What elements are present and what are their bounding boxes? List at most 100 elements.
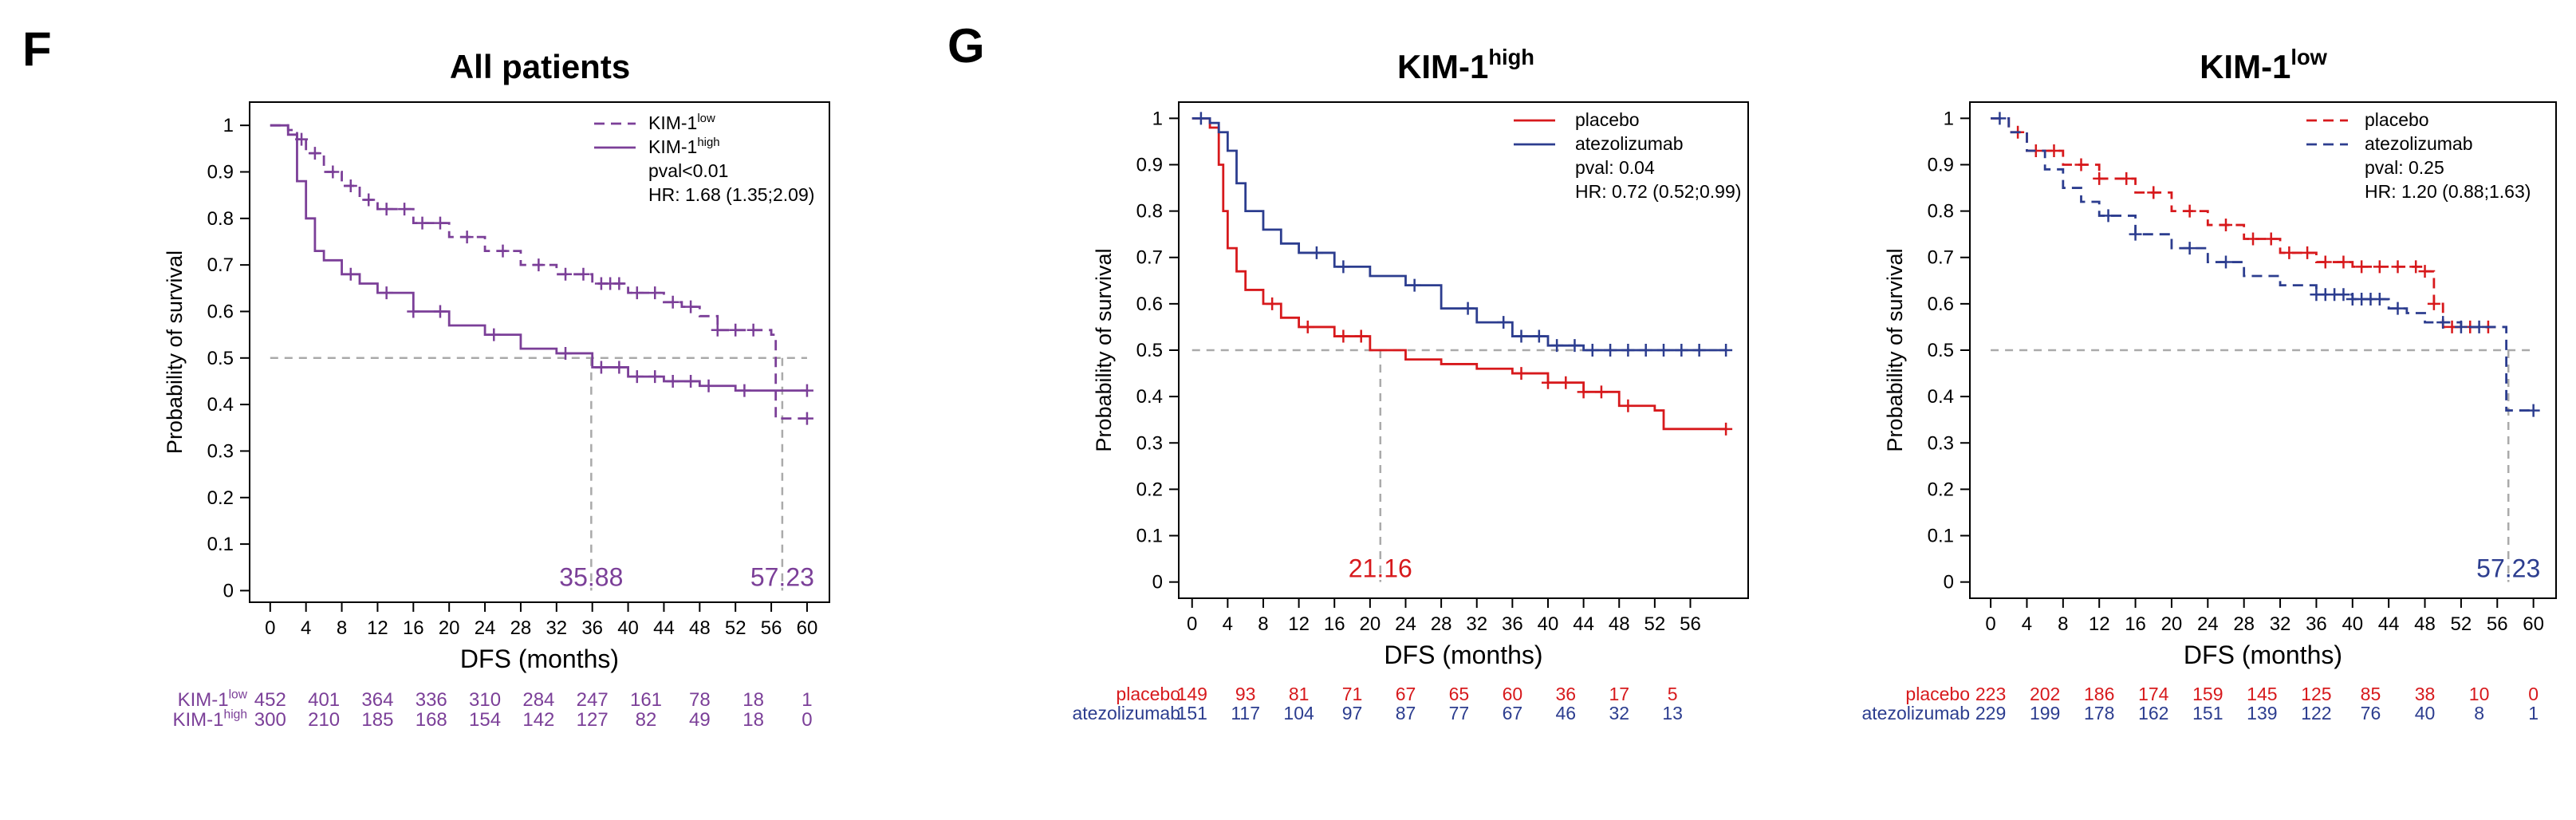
censor-mark [1514,329,1528,343]
censor-mark [433,305,447,318]
y-tick-label: 0.6 [1928,294,1954,315]
y-tick-label: 0 [1152,572,1163,593]
x-tick-label: 48 [2414,613,2436,635]
censor-mark [2264,232,2278,246]
y-tick-label: 0.9 [207,161,234,183]
censor-mark [2047,144,2061,158]
y-tick-label: 0.8 [207,208,234,230]
x-tick-label: 56 [761,617,782,639]
censor-mark [326,165,340,179]
x-tick-label: 32 [1466,613,1487,635]
hazard-ratio: HR: 1.68 (1.35;2.09) [648,184,814,205]
censor-mark [2120,171,2133,185]
x-tick-label: 28 [510,617,532,639]
y-tick-label: 0.3 [207,440,234,462]
risk-table-value: 202 [2030,684,2060,704]
y-tick-label: 0 [223,580,234,601]
censor-mark [2472,320,2486,333]
censor-mark [416,216,429,230]
censor-mark [308,147,321,160]
risk-table-value: 142 [522,709,554,731]
risk-table-value: 210 [308,709,340,731]
censor-mark [1719,344,1733,357]
series-line [270,124,807,392]
risk-table-value: 93 [1235,684,1256,704]
x-tick-label: 4 [1223,613,1233,635]
y-axis-label: Probability of survival [163,250,187,454]
series-line [1991,116,2534,412]
risk-table-value: 159 [2192,684,2223,704]
censor-mark [2391,260,2405,274]
risk-table-value: 161 [630,689,662,711]
censor-mark [2093,171,2106,185]
x-tick-label: 56 [1680,613,1701,635]
risk-table-value: 401 [308,689,340,711]
x-tick-label: 28 [1431,613,1452,635]
risk-table-value: 67 [1503,703,1523,723]
x-tick-label: 52 [725,617,746,639]
x-tick-label: 28 [2233,613,2255,635]
legend-entry: placebo [1575,109,1640,130]
risk-table-value: 104 [1283,703,1314,723]
censor-mark [2101,209,2115,223]
y-tick-label: 0.4 [1136,386,1163,408]
x-tick-label: 20 [1360,613,1381,635]
x-tick-label: 52 [1644,613,1666,635]
y-axis-label: Probability of survival [1092,248,1116,451]
x-axis-label: DFS (months) [1384,641,1542,669]
censor-mark [2391,302,2405,315]
risk-table-label: placebo [1116,684,1180,704]
censor-mark [630,370,644,384]
hazard-ratio: HR: 0.72 (0.52;0.99) [1575,181,1741,202]
risk-table-value: 82 [636,709,657,731]
median-label: 57.23 [2476,554,2540,583]
x-tick-label: 0 [1985,613,1995,635]
y-tick-label: 0.5 [1136,340,1163,361]
censor-mark [746,323,760,337]
risk-table-value: 18 [742,689,764,711]
p-value: pval<0.01 [648,160,728,181]
x-tick-label: 60 [797,617,818,639]
y-tick-label: 0 [1944,572,1954,593]
risk-table-value: 300 [254,709,286,731]
censor-mark [2318,255,2332,269]
censor-mark [2436,316,2450,329]
censor-mark [2301,246,2314,259]
chart-all-patients: All patients 0 0.1 0.2 0.3 0.4 0.5 0.6 0.7 0.8 0.9… [163,48,830,731]
risk-table-label: KIM-1low [178,688,248,711]
risk-table-value: 336 [416,689,447,711]
censor-mark [398,203,412,216]
y-tick-label: 0.7 [1136,247,1163,269]
censor-mark [2129,227,2142,241]
censor-mark [2337,288,2350,302]
censor-mark [1310,246,1323,259]
censor-mark [2337,255,2350,269]
risk-table-value: 145 [2247,684,2277,704]
x-tick-label: 0 [1187,613,1197,635]
censor-mark [2427,297,2440,310]
censor-mark [380,286,393,300]
y-axis-label: Probability of survival [1883,248,1907,451]
risk-table-value: 0 [802,709,812,731]
risk-table-value: 452 [254,689,286,711]
y-tick-label: 0.3 [1928,432,1954,454]
risk-table-value: 77 [1449,703,1470,723]
censor-mark [559,346,573,360]
censor-mark [1337,260,1350,274]
x-tick-label: 12 [367,617,388,639]
p-value: pval: 0.25 [2365,157,2444,178]
censor-mark [800,384,813,397]
censor-mark [433,216,447,230]
risk-table-value: 65 [1449,684,1470,704]
censor-mark [2409,260,2423,274]
risk-table-label: placebo [1905,684,1970,704]
risk-table-value: 1 [802,689,812,711]
risk-table-value: 247 [577,689,609,711]
y-tick-label: 0.1 [1136,526,1163,547]
censor-mark [532,258,546,272]
x-tick-label: 0 [265,617,275,639]
risk-table-value: 186 [2084,684,2114,704]
